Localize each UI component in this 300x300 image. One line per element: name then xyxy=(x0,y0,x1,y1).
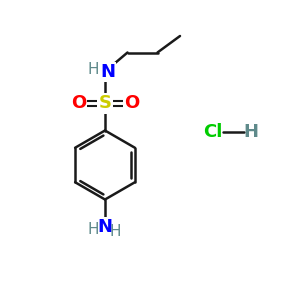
Text: Cl: Cl xyxy=(203,123,223,141)
Text: S: S xyxy=(98,94,112,112)
Text: H: H xyxy=(110,224,121,238)
Text: O: O xyxy=(71,94,86,112)
Text: N: N xyxy=(98,218,112,236)
Text: N: N xyxy=(100,63,115,81)
Text: H: H xyxy=(87,222,99,237)
Text: H: H xyxy=(88,61,99,76)
Text: H: H xyxy=(243,123,258,141)
Text: O: O xyxy=(124,94,139,112)
